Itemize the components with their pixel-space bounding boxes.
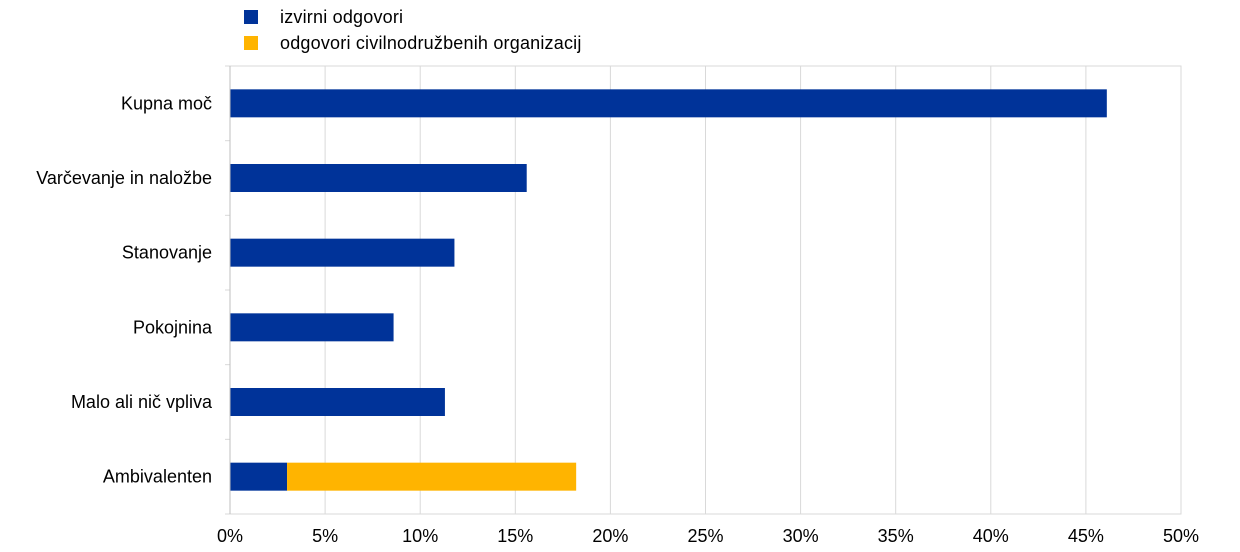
bar-series-1 — [230, 388, 445, 416]
bar-series-2 — [287, 462, 577, 491]
bar-series-1 — [230, 313, 394, 342]
y-tick-label: Ambivalenten — [103, 467, 212, 487]
bar-series-1 — [230, 89, 1107, 118]
legend-swatch-series-2 — [244, 36, 258, 50]
x-tick-label: 45% — [1068, 526, 1104, 546]
bar-series-1 — [230, 164, 527, 192]
x-tick-label: 15% — [497, 526, 533, 546]
legend-label-series-2: odgovori civilnodružbenih organizacij — [280, 32, 582, 53]
x-tick-label: 10% — [402, 526, 438, 546]
chart-legend: izvirni odgovori odgovori civilnodružben… — [244, 4, 582, 56]
x-tick-label: 50% — [1163, 526, 1199, 546]
x-tick-label: 35% — [878, 526, 914, 546]
y-tick-label: Varčevanje in naložbe — [36, 168, 212, 188]
y-tick-label: Pokojnina — [133, 317, 213, 337]
x-tick-label: 40% — [973, 526, 1009, 546]
x-tick-label: 25% — [687, 526, 723, 546]
x-tick-label: 5% — [312, 526, 338, 546]
x-tick-label: 0% — [217, 526, 243, 546]
bar-series-1 — [230, 462, 288, 491]
legend-item-series-2: odgovori civilnodružbenih organizacij — [244, 30, 582, 56]
bar-series-1 — [230, 238, 455, 267]
legend-swatch-series-1 — [244, 10, 258, 24]
x-tick-label: 20% — [592, 526, 628, 546]
y-tick-label: Malo ali nič vpliva — [71, 392, 213, 412]
y-tick-label: Kupna moč — [121, 93, 212, 113]
legend-item-series-1: izvirni odgovori — [244, 4, 582, 30]
y-tick-label: Stanovanje — [122, 243, 212, 263]
x-tick-label: 30% — [783, 526, 819, 546]
legend-label-series-1: izvirni odgovori — [280, 6, 404, 27]
